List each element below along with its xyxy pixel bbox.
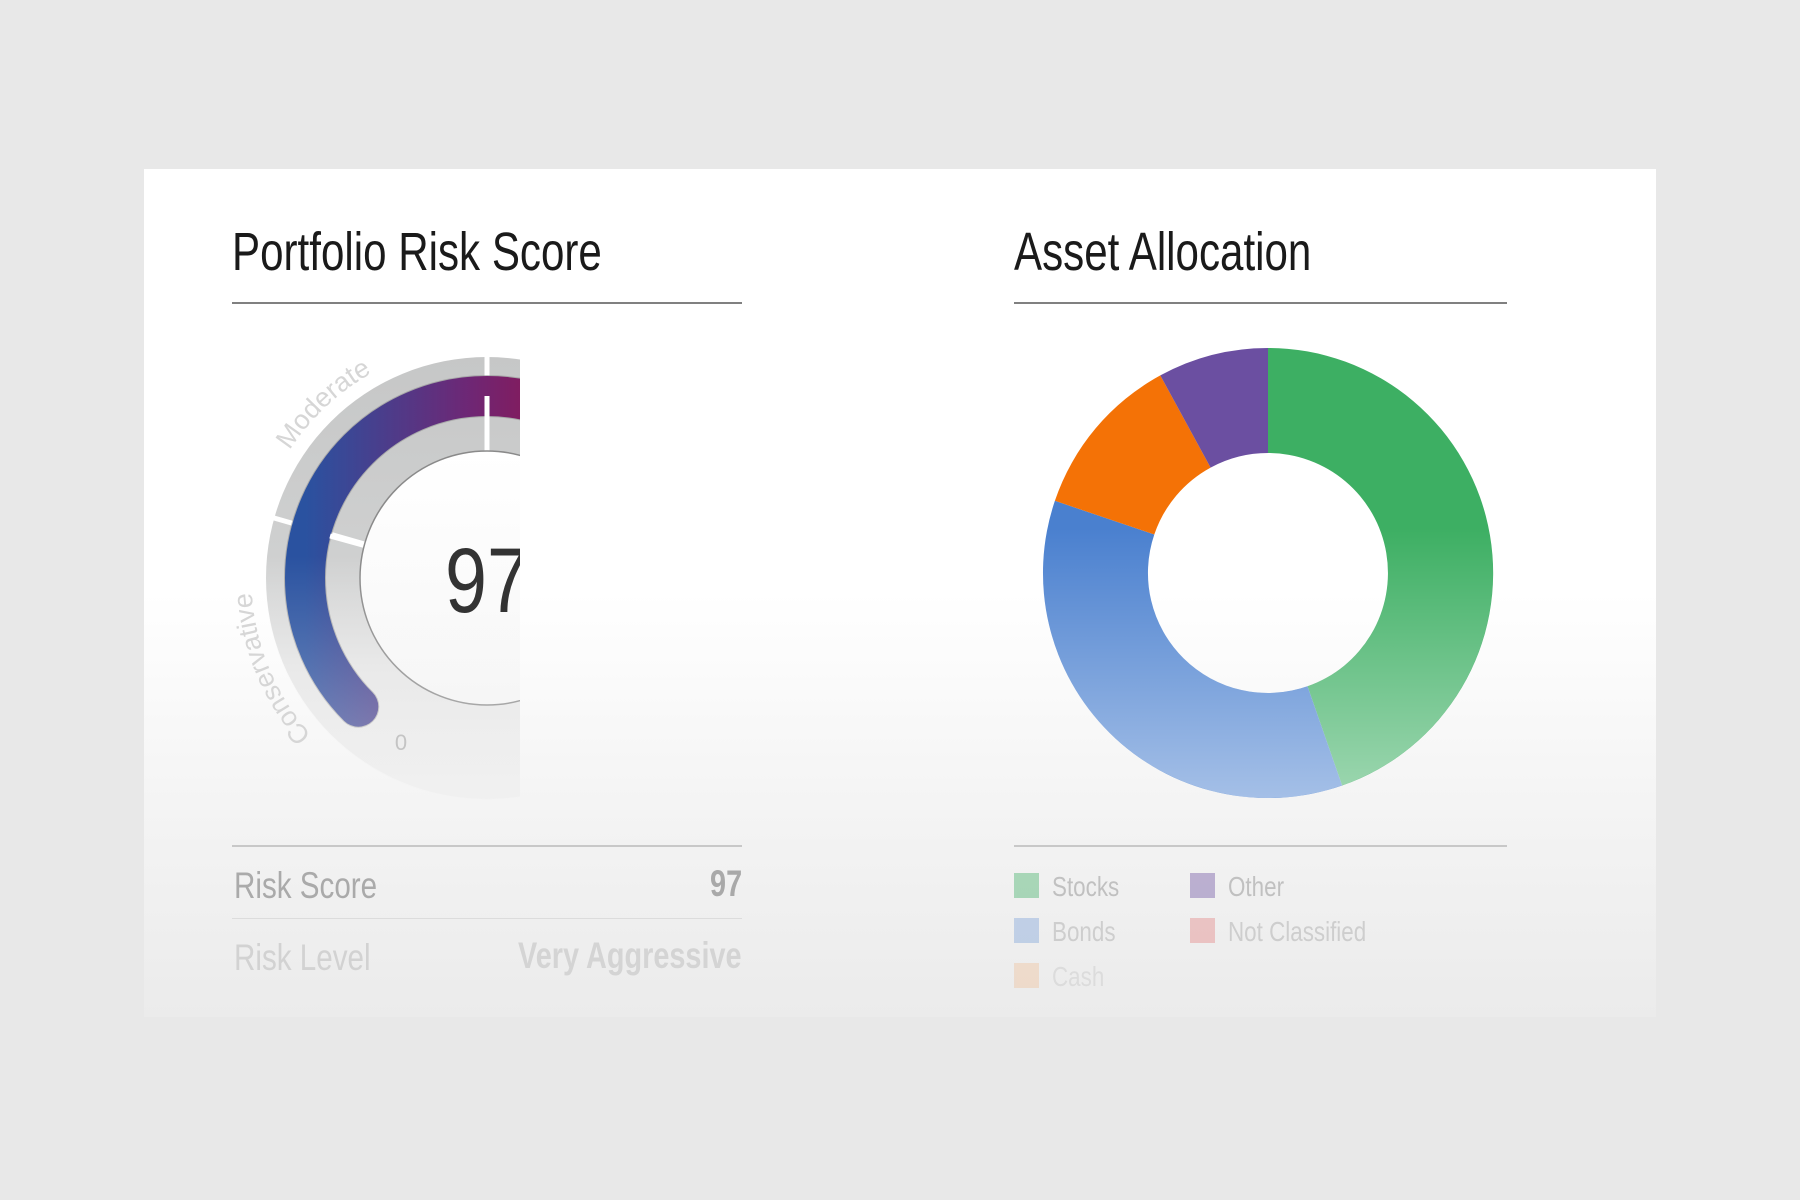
legend-label-other: Other <box>1228 871 1285 902</box>
risk-gauge: 97 0 100 Conservative Moderate Aggressiv… <box>228 352 520 800</box>
risk-level-value: Very Aggressive <box>518 935 742 976</box>
gauge-min-label: 0 <box>395 730 407 755</box>
title-divider <box>1014 302 1507 304</box>
legend-divider <box>1014 845 1507 847</box>
row-divider <box>232 918 742 919</box>
legend-label-not-classified: Not Classified <box>1228 916 1367 947</box>
risk-panel-title: Portfolio Risk Score <box>232 222 602 282</box>
asset-donut-chart <box>1042 347 1494 799</box>
legend-swatch-stocks <box>1014 873 1039 898</box>
allocation-panel-title: Asset Allocation <box>1014 222 1312 282</box>
risk-score-value: 97 <box>709 863 742 904</box>
legend-swatch-bonds <box>1014 918 1039 943</box>
legend-swatch-other <box>1190 873 1215 898</box>
info-divider <box>232 845 742 847</box>
gauge-score-value: 97 <box>445 529 520 632</box>
risk-level-label: Risk Level <box>234 937 371 978</box>
legend-label-stocks: Stocks <box>1052 871 1120 902</box>
legend-label-bonds: Bonds <box>1052 916 1116 947</box>
legend-label-cash: Cash <box>1052 961 1105 992</box>
dashboard-card: Portfolio Risk Score <box>144 169 1656 1017</box>
legend-swatch-not-classified <box>1190 918 1215 943</box>
risk-score-label: Risk Score <box>234 865 378 906</box>
title-divider <box>232 302 742 304</box>
legend-swatch-cash <box>1014 963 1039 988</box>
